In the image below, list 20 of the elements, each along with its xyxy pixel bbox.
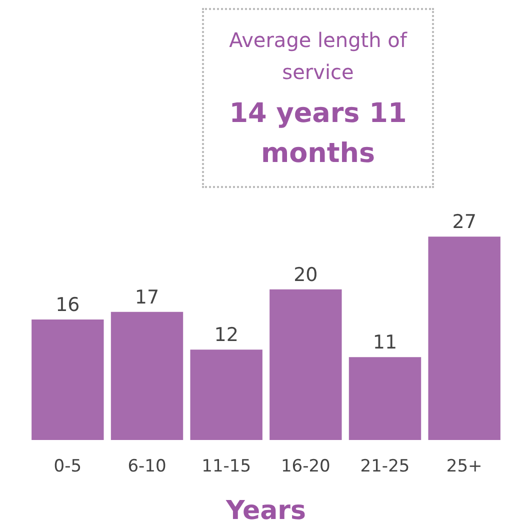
x-tick-label: 25+ bbox=[446, 456, 482, 476]
x-tick-label: 6-10 bbox=[128, 456, 166, 476]
x-axis-title: Years bbox=[225, 496, 306, 526]
bar bbox=[348, 357, 422, 440]
bar bbox=[190, 350, 262, 440]
bar bbox=[110, 312, 184, 440]
data-label: 11 bbox=[372, 332, 398, 354]
bar bbox=[428, 236, 500, 440]
x-tick-label: 0-5 bbox=[54, 456, 82, 476]
data-label: 20 bbox=[294, 264, 318, 286]
bar bbox=[270, 289, 342, 440]
data-label: 17 bbox=[134, 286, 160, 308]
x-tick-label: 11-15 bbox=[202, 456, 252, 476]
data-label: 16 bbox=[56, 294, 80, 316]
x-tick-label: 16-20 bbox=[280, 456, 330, 476]
data-label: 27 bbox=[452, 211, 476, 234]
note-frame: Average length of service 14 years 11 months bbox=[202, 8, 434, 188]
bar bbox=[32, 319, 104, 440]
x-tick-label: 21-25 bbox=[360, 456, 410, 476]
data-label: 12 bbox=[214, 324, 238, 346]
